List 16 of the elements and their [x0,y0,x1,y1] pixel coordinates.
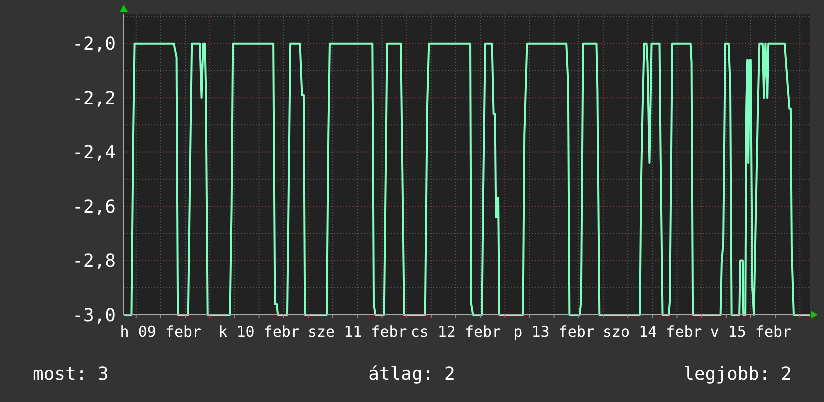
y-tick-label: -3,0 [72,305,116,326]
text: legjobb: 2 [684,364,792,385]
text: átlag: 2 [368,364,456,385]
x-tick-label: szo 14 febr [602,323,702,341]
x-tick-label: h 09 febr [120,323,202,341]
x-tick-label: cs 12 febr [410,323,502,341]
x-tick-label: v 15 febr [710,323,792,341]
y-tick-label: -2,0 [72,34,116,56]
y-tick-label: -2,8 [72,251,116,272]
x-tick-label: k 10 febr [218,323,300,341]
y-tick-label: -2,2 [72,88,116,110]
y-tick-label: -2,6 [72,196,116,218]
y-tick-label: -2,4 [72,142,116,164]
text: most: 3 [33,364,109,385]
x-tick-label: p 13 febr [514,323,595,341]
x-tick-label: sze 11 febr [308,323,408,341]
